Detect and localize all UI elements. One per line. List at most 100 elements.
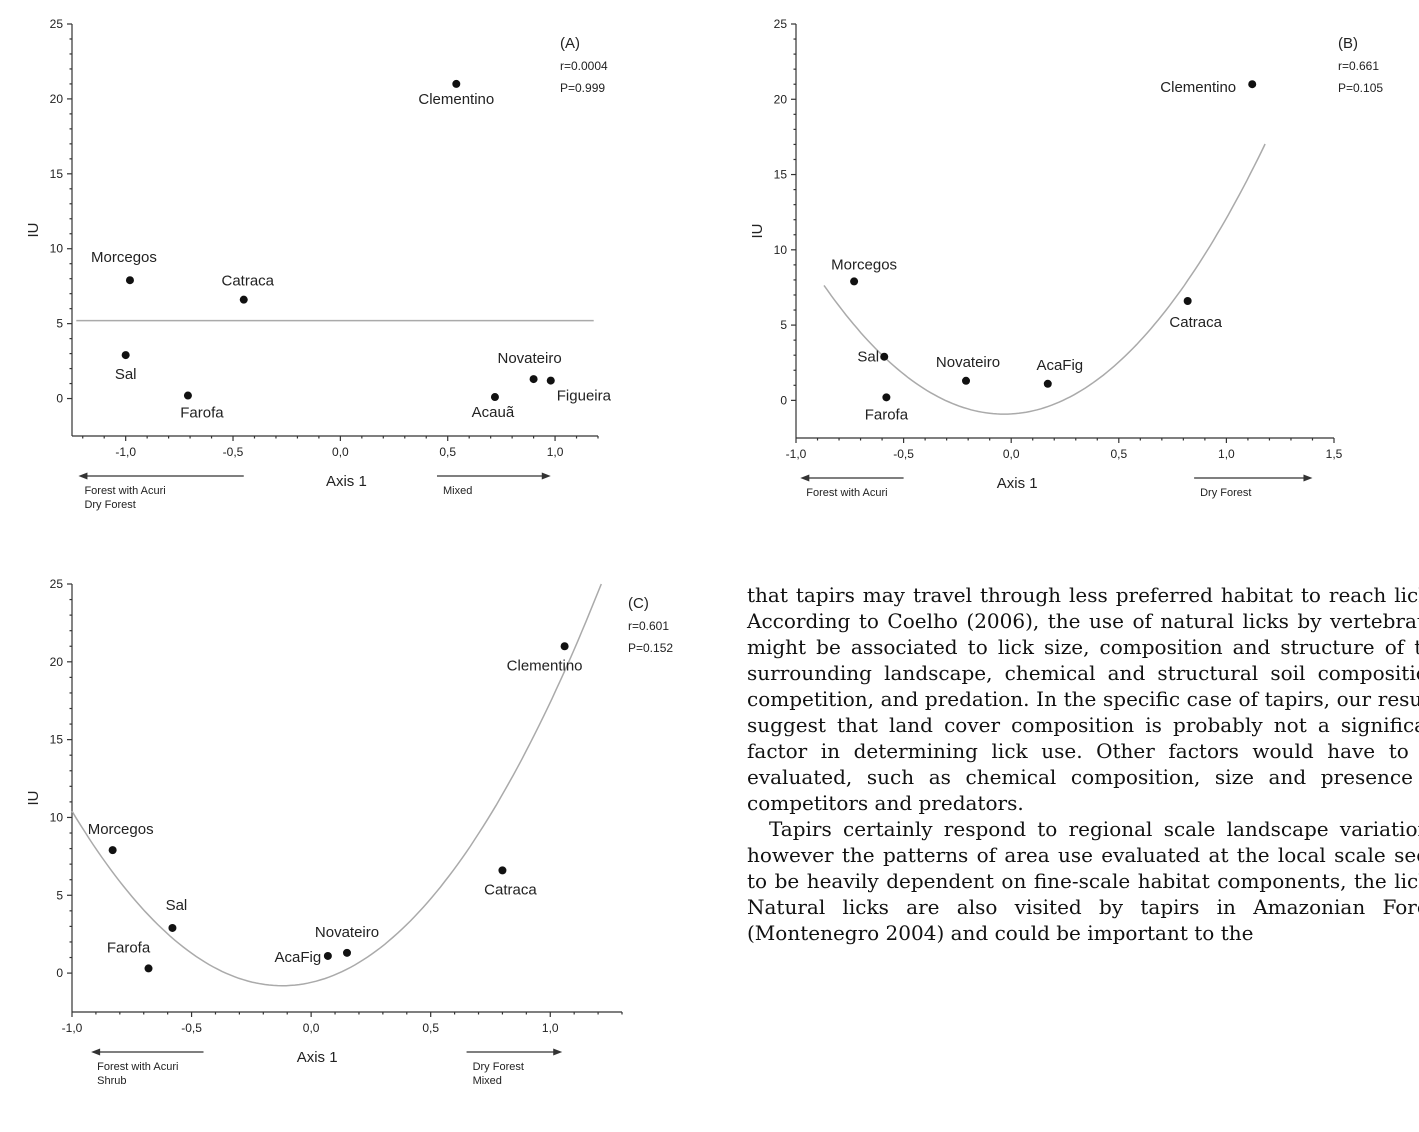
x-axis-label: Axis 1 (997, 475, 1038, 492)
data-point (546, 376, 555, 385)
data-point-label: Farofa (865, 406, 909, 423)
y-tick-label: 5 (56, 888, 63, 902)
y-tick-label: 20 (774, 92, 788, 106)
panel-label: (A) (560, 35, 580, 52)
stat-p: P=0.999 (560, 81, 605, 95)
left-arrow-caption: Forest with Acuri (97, 1061, 178, 1073)
y-axis-label: IU (25, 791, 42, 806)
data-point-label: Morcegos (831, 256, 897, 273)
y-tick-label: 15 (50, 167, 64, 181)
left-arrow-caption: Shrub (97, 1075, 126, 1087)
data-point-label: Farofa (180, 405, 224, 422)
y-tick-label: 0 (56, 392, 63, 406)
x-axis-label: Axis 1 (326, 473, 367, 490)
y-tick-label: 10 (50, 810, 64, 824)
right-arrow-caption: Dry Forest (473, 1061, 524, 1073)
data-point (108, 846, 117, 855)
x-tick-label: 1,0 (1218, 447, 1235, 461)
data-point (962, 376, 971, 385)
y-axis-label: IU (749, 224, 766, 239)
data-point-label: Catraca (484, 881, 537, 898)
data-point-label: AcaFig (1036, 357, 1083, 374)
y-tick-label: 0 (780, 393, 787, 407)
x-tick-label: 0,5 (439, 445, 456, 459)
chart-panel-b: 0 5 10 15 20 25 -1,0 -0,5 0,0 0,5 1,0 1,5 IU Axis 1 Fo… (740, 10, 1419, 550)
data-point (850, 277, 859, 286)
data-point-label: Sal (166, 897, 188, 914)
scatter-chart-b: 0 5 10 15 20 25 -1,0 -0,5 0,0 0,5 1,0 1,5 IU Axis 1 Fo… (749, 17, 1383, 499)
stat-p: P=0.152 (628, 641, 673, 655)
stat-r: r=0.601 (628, 619, 669, 633)
x-tick-label: -0,5 (181, 1021, 202, 1035)
data-point-label: Catraca (221, 273, 274, 290)
data-point (144, 964, 153, 973)
body-paragraph-2: Tapirs certainly respond to regional sca… (747, 817, 1419, 945)
stat-r: r=0.661 (1338, 59, 1379, 73)
right-arrow-caption: Mixed (473, 1075, 502, 1087)
body-text: that tapirs may travel through less pref… (747, 582, 1419, 946)
data-point-label: Figueira (557, 388, 612, 405)
y-tick-label: 20 (50, 92, 64, 106)
body-paragraph-1: that tapirs may travel through less pref… (747, 583, 1419, 815)
data-point (343, 948, 351, 957)
data-point-label: Morcegos (91, 249, 157, 266)
data-point-label: Novateiro (936, 354, 1000, 371)
x-tick-label: -0,5 (893, 447, 914, 461)
right-arrow-head (541, 472, 551, 480)
x-tick-label: 0,0 (332, 445, 349, 459)
data-point (490, 393, 499, 402)
x-tick-label: -1,0 (115, 445, 136, 459)
left-arrow-caption: Forest with Acuri (806, 487, 887, 499)
data-point-label: AcaFig (275, 949, 322, 966)
right-arrow-caption: Mixed (443, 485, 472, 497)
data-point (498, 866, 507, 875)
y-tick-label: 10 (50, 242, 64, 256)
x-tick-label: -1,0 (62, 1021, 83, 1035)
panel-label: (C) (628, 595, 649, 612)
x-tick-label: 1,0 (547, 445, 564, 459)
chart-panel-c: 0 5 10 15 20 25 -1,0 -0,5 0,0 0,5 1,0 IU Axis 1 Fores… (20, 572, 700, 1127)
data-point-label: Catraca (1169, 314, 1222, 331)
y-tick-label: 0 (56, 966, 63, 980)
left-arrow-head (800, 474, 810, 482)
data-point (323, 951, 332, 960)
stat-r: r=0.0004 (560, 59, 608, 73)
data-point (880, 352, 889, 361)
right-arrow-head (1303, 474, 1313, 482)
data-point-label: Clementino (507, 657, 583, 674)
chart-panel-a: 0 5 10 15 20 25 -1,0 -0,5 0,0 0,5 1,0 IU Axis 1 Fores… (20, 10, 680, 555)
data-point-label: Farofa (107, 939, 151, 956)
data-point (1043, 379, 1052, 388)
left-arrow-caption: Dry Forest (84, 499, 135, 511)
x-tick-label: -1,0 (786, 447, 807, 461)
data-point-label: Sal (115, 366, 137, 383)
data-point (560, 642, 569, 651)
data-point-label: Clementino (418, 91, 494, 108)
data-point (882, 393, 891, 402)
x-tick-label: 0,0 (1003, 447, 1020, 461)
x-axis-label: Axis 1 (297, 1049, 338, 1066)
fit-curve (823, 143, 1266, 415)
data-point (452, 79, 461, 88)
data-point-label: Novateiro (315, 924, 379, 941)
data-point-label: Sal (857, 349, 879, 366)
y-tick-label: 5 (780, 318, 787, 332)
left-arrow-head (78, 472, 88, 480)
y-tick-label: 10 (774, 243, 788, 257)
y-tick-label: 5 (56, 317, 63, 331)
data-point (529, 375, 538, 384)
scatter-chart-a: 0 5 10 15 20 25 -1,0 -0,5 0,0 0,5 1,0 IU Axis 1 Fores… (25, 17, 612, 511)
data-point (121, 351, 130, 360)
x-tick-label: -0,5 (223, 445, 244, 459)
y-tick-label: 15 (50, 733, 64, 747)
data-point (183, 391, 192, 400)
y-tick-label: 20 (50, 655, 64, 669)
stat-p: P=0.105 (1338, 81, 1383, 95)
x-tick-label: 1,0 (542, 1021, 559, 1035)
data-point (168, 923, 177, 932)
data-point-label: Clementino (1160, 79, 1236, 96)
left-arrow-head (91, 1048, 101, 1056)
right-arrow-caption: Dry Forest (1200, 487, 1251, 499)
data-point (239, 295, 248, 304)
data-point (125, 276, 134, 285)
